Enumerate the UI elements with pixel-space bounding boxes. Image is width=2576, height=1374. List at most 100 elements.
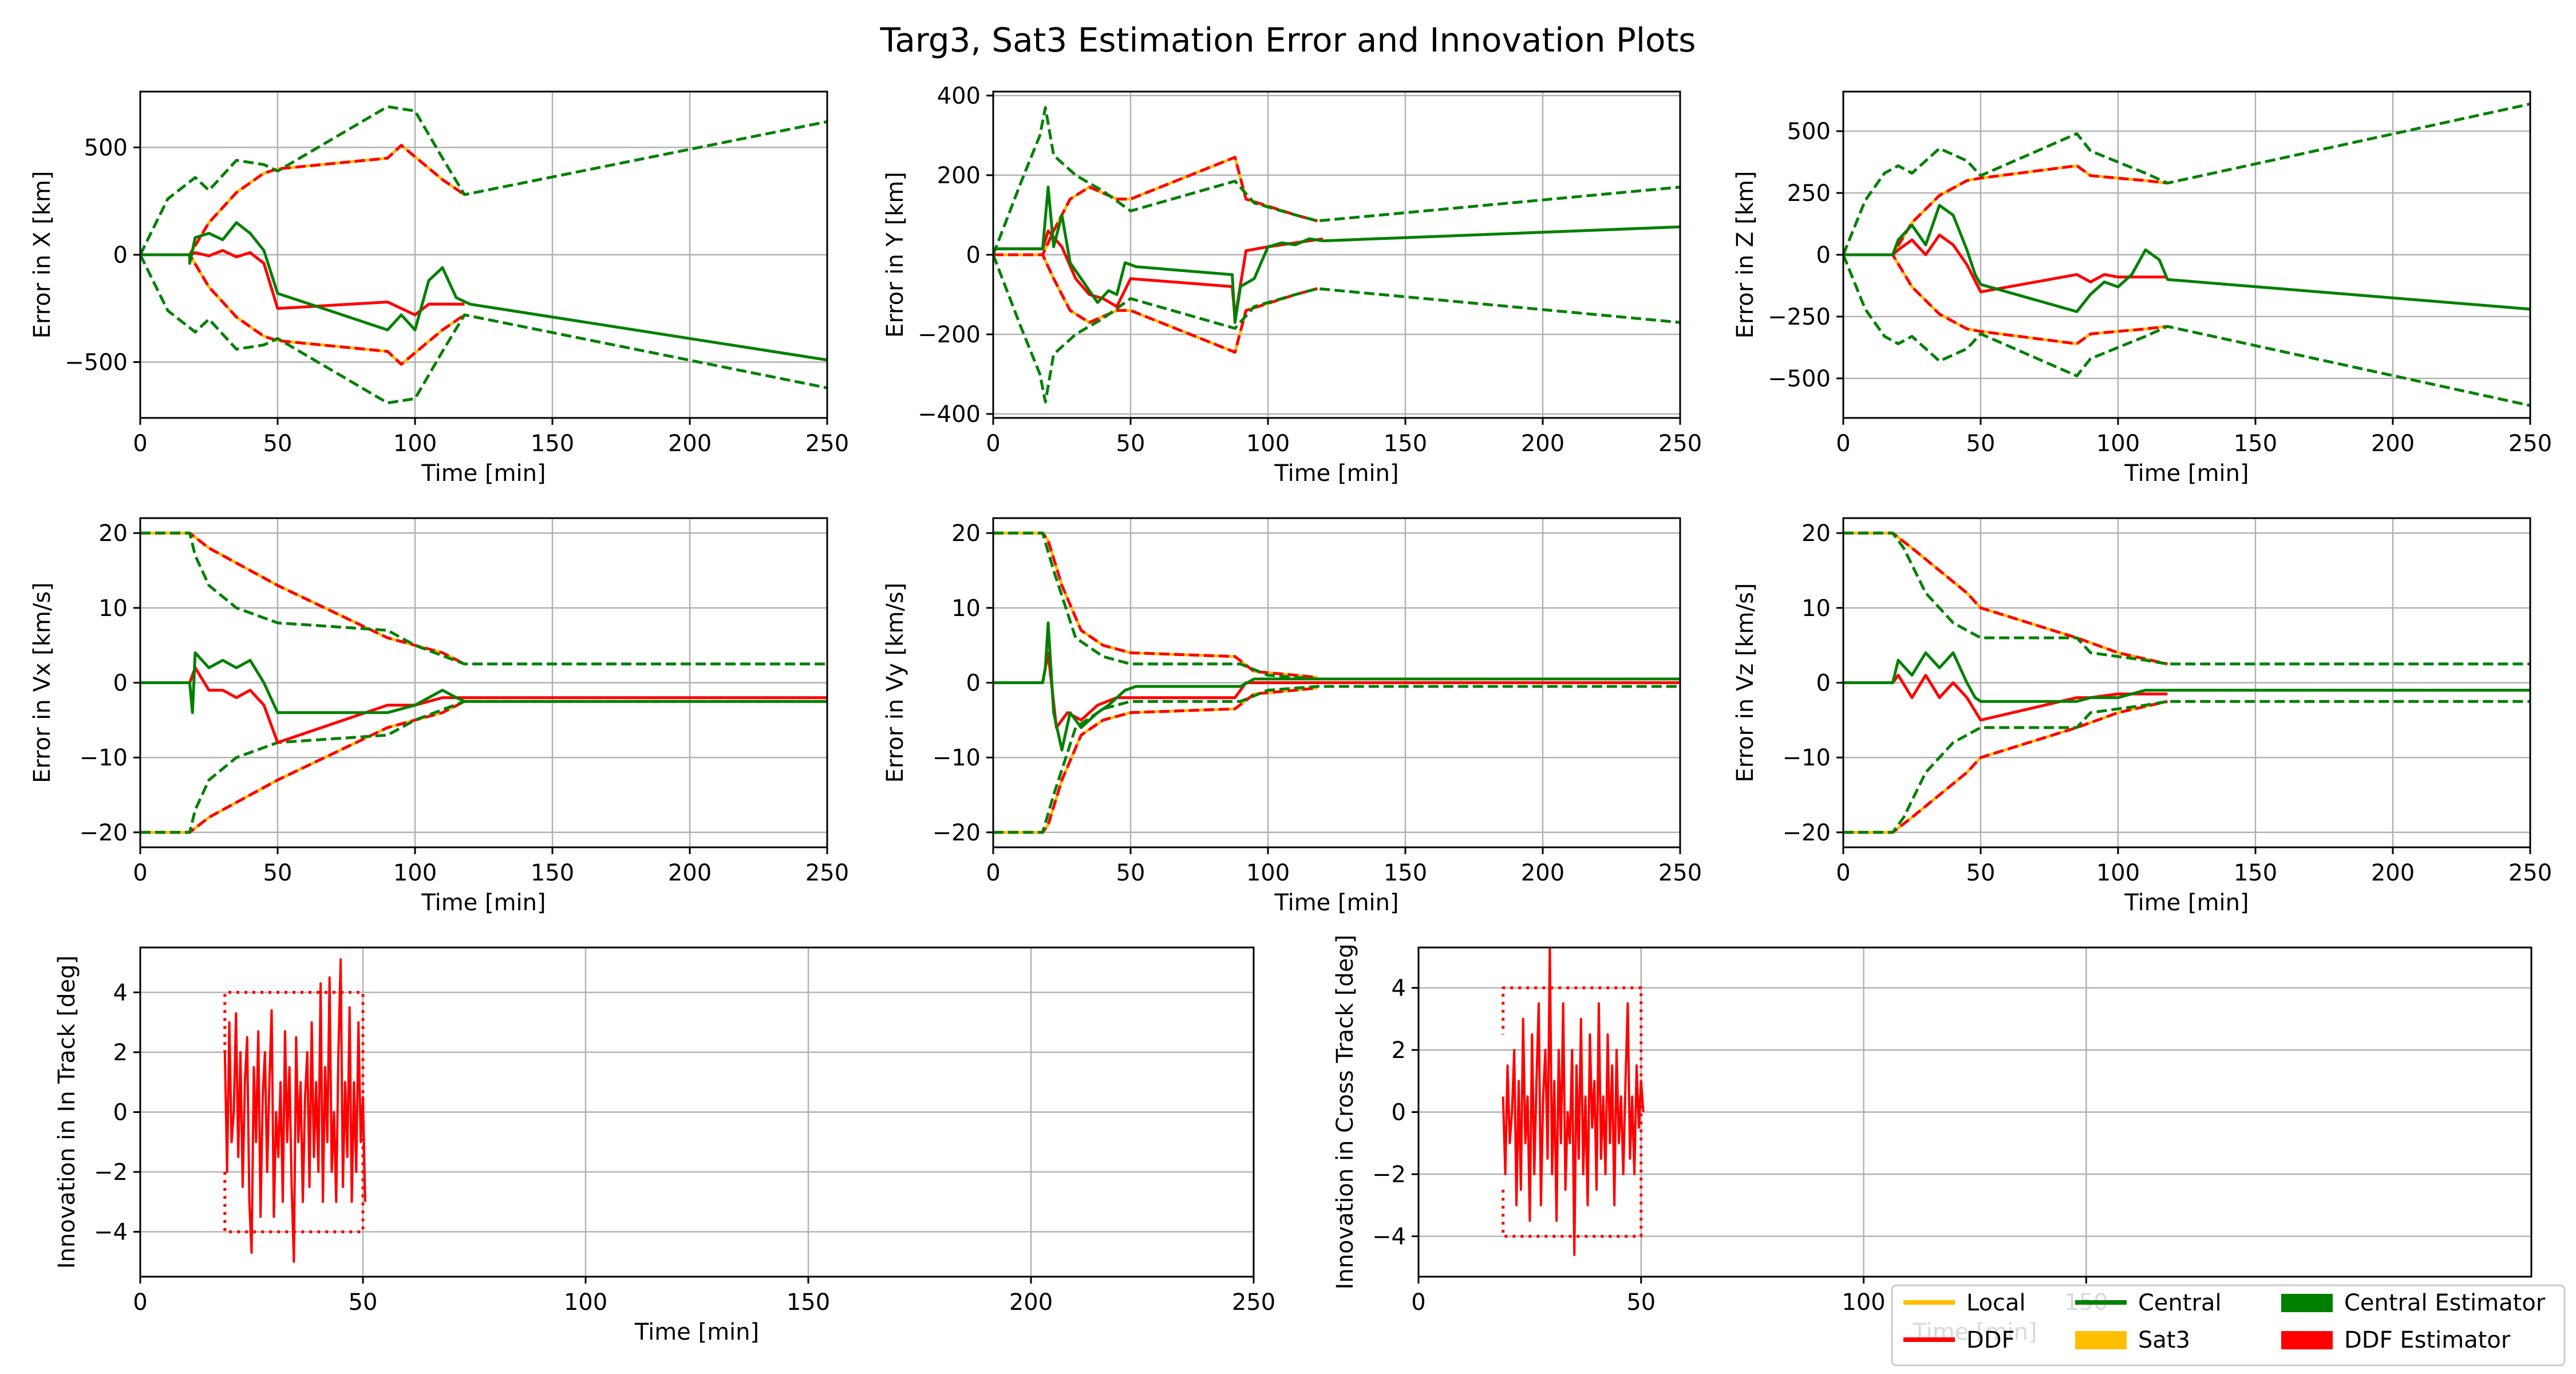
- y-tick-label: −4: [94, 1219, 128, 1246]
- x-tick-label: 100: [1842, 1289, 1885, 1316]
- y-tick-label: −20: [80, 820, 128, 846]
- y-tick-label: 0: [966, 670, 981, 697]
- y-tick-label: 0: [113, 670, 128, 697]
- x-tick-label: 0: [986, 860, 1000, 886]
- x-axis-label: Time [min]: [2124, 460, 2249, 487]
- x-tick-label: 150: [531, 860, 574, 886]
- figure-title: Targ3, Sat3 Estimation Error and Innovat…: [880, 21, 1696, 60]
- central-bound-lower: [993, 685, 1680, 834]
- legend-label: Central Estimator: [2344, 1290, 2546, 1316]
- ddf-bound-upper: [140, 531, 465, 666]
- central-bound-lower: [1843, 700, 2530, 834]
- y-tick-label: −20: [1783, 820, 1831, 846]
- x-tick-label: 250: [805, 860, 849, 886]
- y-axis-label: Error in Y [km]: [882, 172, 908, 338]
- y-tick-label: 0: [113, 1100, 128, 1126]
- legend-label: Sat3: [2138, 1327, 2190, 1353]
- central-bound-upper: [140, 531, 827, 666]
- y-tick-label: 0: [1392, 1100, 1406, 1126]
- x-tick-label: 150: [1384, 431, 1427, 457]
- y-tick-label: 0: [1816, 670, 1831, 697]
- ddf-bound-upper: [1843, 164, 2168, 256]
- y-tick-label: −250: [1768, 304, 1831, 330]
- y-tick-label: 20: [951, 520, 981, 547]
- x-tick-label: 250: [1232, 1289, 1275, 1316]
- x-tick-label: 200: [1521, 431, 1564, 457]
- ddf-bound-upper: [140, 144, 465, 256]
- central-bound-upper: [1843, 102, 2530, 255]
- y-axis-label: Error in X [km]: [29, 171, 56, 339]
- x-axis-label: Time [min]: [1274, 890, 1398, 916]
- x-tick-label: 50: [349, 1289, 378, 1316]
- x-tick-label: 150: [531, 431, 574, 457]
- ddf-bound-lower: [993, 686, 1318, 834]
- subplot-vy: 0 50 100 150 200 250 −20 −10 0 10 20 Time [min] Erro…: [882, 517, 1702, 916]
- innovation-line: [223, 958, 366, 1263]
- x-tick-label: 100: [564, 1289, 607, 1316]
- x-tick-label: 250: [2508, 860, 2552, 886]
- innovation-line: [1502, 947, 1645, 1256]
- y-tick-label: 20: [98, 520, 128, 547]
- x-axis-label: Time [min]: [421, 890, 546, 916]
- x-tick-label: 250: [2508, 431, 2552, 457]
- x-tick-label: 250: [1658, 860, 1702, 886]
- legend-swatch-patch: [2281, 1331, 2333, 1349]
- x-tick-label: 200: [2371, 431, 2415, 457]
- y-tick-label: 10: [951, 595, 981, 622]
- y-tick-label: 0: [113, 242, 128, 269]
- x-tick-label: 250: [805, 431, 849, 457]
- x-tick-label: 150: [1384, 860, 1427, 886]
- x-tick-label: 50: [263, 431, 293, 457]
- legend-swatch-patch: [2075, 1331, 2127, 1349]
- x-axis-label: Time [min]: [421, 460, 546, 487]
- central-bound-lower: [140, 254, 827, 405]
- central-bound-lower: [993, 254, 1680, 404]
- x-tick-label: 50: [1966, 860, 1996, 886]
- y-axis-label: Error in Vy [km/s]: [882, 583, 908, 783]
- central-bound-lower: [1843, 254, 2530, 407]
- x-tick-label: 50: [263, 860, 293, 886]
- legend-label: DDF Estimator: [2344, 1327, 2511, 1353]
- y-tick-label: −10: [1783, 745, 1831, 771]
- x-tick-label: 100: [2096, 860, 2140, 886]
- x-axis-label: Time [min]: [634, 1319, 759, 1345]
- ddf-bound-lower: [1843, 253, 2168, 345]
- y-tick-label: 250: [1787, 180, 1831, 207]
- x-tick-label: 0: [986, 431, 1000, 457]
- ddf-bound-lower: [140, 700, 465, 834]
- y-axis-label: Innovation in Cross Track [deg]: [1332, 934, 1358, 1289]
- y-tick-label: 2: [1392, 1037, 1406, 1064]
- ddf-error-line: [140, 666, 827, 744]
- y-axis-label: Error in Vx [km/s]: [29, 582, 56, 783]
- y-tick-label: −2: [1372, 1162, 1406, 1188]
- x-tick-label: 100: [2096, 431, 2140, 457]
- central-bound-upper: [993, 531, 1680, 681]
- central-error-line: [993, 621, 1680, 752]
- legend-label: Local: [1966, 1290, 2026, 1316]
- central-bound-upper: [1843, 531, 2530, 666]
- central-error-line: [1843, 204, 2530, 313]
- x-tick-label: 200: [668, 431, 712, 457]
- legend: Local DDF Central Sat3 Central Estimator DDF …: [1891, 1284, 2566, 1367]
- x-tick-label: 100: [1246, 860, 1290, 886]
- x-tick-label: 50: [1626, 1289, 1656, 1316]
- x-tick-label: 200: [668, 860, 712, 886]
- y-tick-label: 200: [937, 163, 981, 189]
- y-tick-label: −400: [918, 401, 981, 428]
- subplot-vx: 0 50 100 150 200 250 −20 −10 0 10 20 Time [min] Erro…: [29, 517, 849, 916]
- x-tick-label: 0: [133, 1289, 147, 1316]
- x-tick-label: 0: [133, 431, 147, 457]
- y-tick-label: −500: [65, 350, 128, 376]
- central-bound-upper: [993, 106, 1680, 255]
- x-tick-label: 150: [2234, 860, 2277, 886]
- y-tick-label: 4: [113, 980, 128, 1006]
- subplot-x: 0 50 100 150 200 250 −500 0 500 Time [min] Error i…: [29, 90, 849, 487]
- subplot-vz: 0 50 100 150 200 250 −20 −10 0 10 20 Time [min] Erro…: [1732, 517, 2552, 916]
- x-tick-label: 200: [1009, 1289, 1053, 1316]
- x-tick-label: 250: [1658, 431, 1702, 457]
- y-tick-label: 10: [1801, 595, 1831, 622]
- y-tick-label: 20: [1801, 520, 1831, 547]
- y-tick-label: 0: [1816, 242, 1831, 269]
- subplot-z: 0 50 100 150 200 250 −500 −250 0 250 500 Time [min]…: [1732, 90, 2552, 487]
- x-tick-label: 50: [1116, 431, 1145, 457]
